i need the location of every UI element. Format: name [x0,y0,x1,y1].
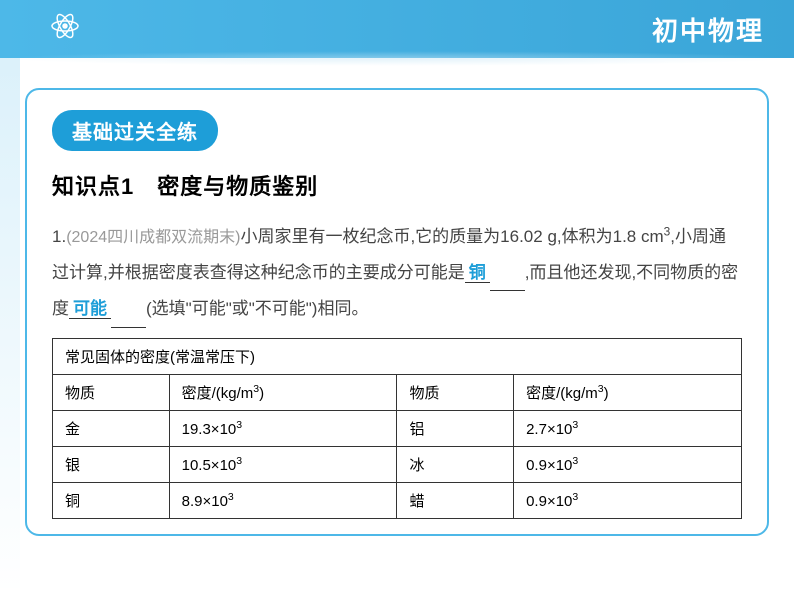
question-number: 1. [52,227,66,246]
table-caption-row: 常见固体的密度(常温常压下) [53,339,742,375]
density-exp: 3 [228,491,234,503]
question-body: 1.(2024四川成都双流期末)小周家里有一枚纪念币,它的质量为16.02 g,… [52,219,742,328]
table-caption: 常见固体的密度(常温常压下) [53,339,742,375]
header-title: 初中物理 [652,11,764,48]
answer-blank-2: 可能 [69,299,111,319]
density-label-2: 密度/(kg/m [526,385,598,402]
material-cell: 铜 [53,483,170,519]
col-header-material-1: 物质 [53,375,170,411]
col-header-material-2: 物质 [397,375,514,411]
density-table: 常见固体的密度(常温常压下) 物质 密度/(kg/m3) 物质 密度/(kg/m… [52,338,742,519]
col-header-density-2: 密度/(kg/m3) [514,375,742,411]
density-cell: 19.3×103 [169,411,397,447]
density-exp: 3 [572,491,578,503]
knowledge-point-title: 知识点1 密度与物质鉴别 [52,169,742,201]
density-cell: 10.5×103 [169,447,397,483]
density-value: 19.3×10 [182,421,237,438]
table-header-row: 物质 密度/(kg/m3) 物质 密度/(kg/m3) [53,375,742,411]
density-exp: 3 [236,419,242,431]
material-cell: 铝 [397,411,514,447]
page-header: 初中物理 [0,0,794,58]
density-value: 2.7×10 [526,421,572,438]
material-cell: 银 [53,447,170,483]
section-badge: 基础过关全练 [52,110,218,151]
density-label-1: 密度/(kg/m [182,385,254,402]
atom-icon [50,11,80,48]
density-value: 0.9×10 [526,457,572,474]
material-cell: 蜡 [397,483,514,519]
answer-blank-1: 铜 [465,263,490,283]
density-cell: 0.9×103 [514,447,742,483]
material-cell: 金 [53,411,170,447]
table-row: 铜 8.9×103 蜡 0.9×103 [53,483,742,519]
density-cell: 2.7×103 [514,411,742,447]
density-exp: 3 [572,455,578,467]
question-source: (2024四川成都双流期末) [66,229,240,246]
material-cell: 冰 [397,447,514,483]
blank-continuation-2 [111,291,146,328]
density-close-1: ) [259,385,264,402]
density-value: 0.9×10 [526,493,572,510]
blank-continuation [490,255,525,292]
table-row: 银 10.5×103 冰 0.9×103 [53,447,742,483]
side-decoration [0,58,20,594]
density-cell: 8.9×103 [169,483,397,519]
density-exp: 3 [572,419,578,431]
density-close-2: ) [604,385,609,402]
question-text-4: (选填"可能"或"不可能")相同。 [146,299,368,318]
table-row: 金 19.3×103 铝 2.7×103 [53,411,742,447]
content-panel: 基础过关全练 知识点1 密度与物质鉴别 1.(2024四川成都双流期末)小周家里… [25,88,769,536]
density-value: 8.9×10 [182,493,228,510]
question-text-1: 小周家里有一枚纪念币,它的质量为16.02 g,体积为1.8 cm [240,227,663,246]
density-cell: 0.9×103 [514,483,742,519]
density-value: 10.5×10 [182,457,237,474]
density-exp: 3 [236,455,242,467]
col-header-density-1: 密度/(kg/m3) [169,375,397,411]
